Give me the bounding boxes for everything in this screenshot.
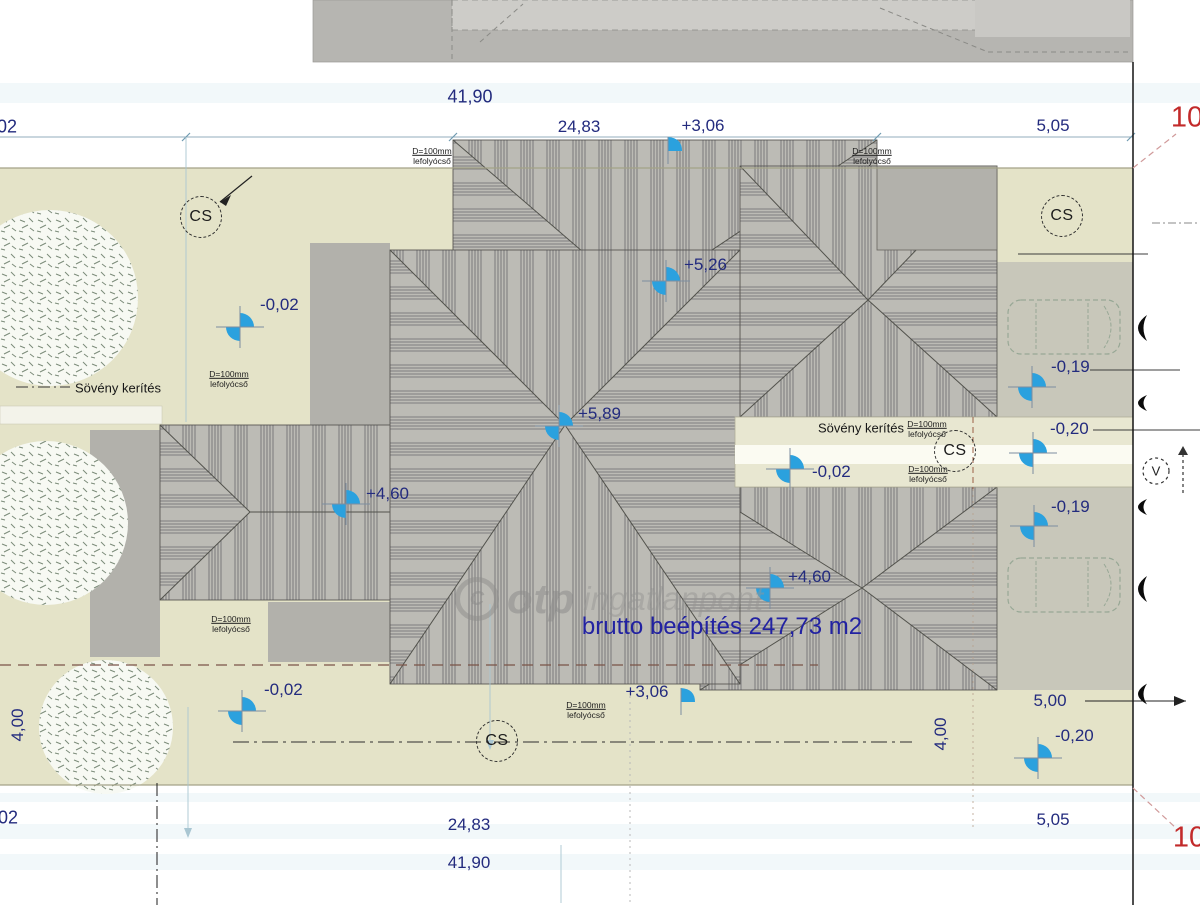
- scan-bands: [0, 83, 1200, 870]
- parked-car: [1007, 557, 1121, 613]
- driveway: [734, 416, 1134, 488]
- entry-arrow-icon: [1138, 498, 1147, 516]
- elevation-marker-icon: [1010, 505, 1058, 547]
- watermark-suffix: ingatlanpont: [583, 580, 764, 617]
- elevation-marker-icon: [1014, 737, 1062, 779]
- elevation-marker-icon: [746, 567, 794, 609]
- survey-flag-icon: [667, 137, 682, 164]
- entry-arrow-icon: [1138, 315, 1147, 341]
- building-area-label: brutto beépítés 247,73 m2: [581, 613, 863, 640]
- neighbour-building: [312, 0, 1134, 63]
- elevation-marker-icon: [218, 690, 266, 732]
- parked-car: [1007, 299, 1121, 355]
- entry-arrow-icon: [1138, 683, 1147, 705]
- elevation-marker-icon: [1008, 366, 1056, 408]
- drawing-lines: [0, 62, 1200, 905]
- elevation-marker-icon: [322, 483, 370, 525]
- elevation-marker-icon: [766, 448, 814, 490]
- watermark-brand: otp: [507, 575, 576, 622]
- entry-arrow-icon: [1138, 576, 1147, 602]
- elevation-marker-icon: [1009, 432, 1057, 474]
- watermark: C otp ingatlanpont: [455, 575, 763, 623]
- tree: [39, 660, 173, 794]
- survey-flag-icon: [680, 688, 695, 715]
- elevation-marker-icon: [216, 306, 264, 348]
- tree: [0, 210, 138, 386]
- tree: [0, 441, 128, 605]
- elevation-marker-icon: [642, 260, 690, 302]
- otp-logo-icon: C: [455, 577, 499, 621]
- elevation-marker-icon: [535, 405, 583, 447]
- entry-arrow-icon: [1138, 394, 1147, 412]
